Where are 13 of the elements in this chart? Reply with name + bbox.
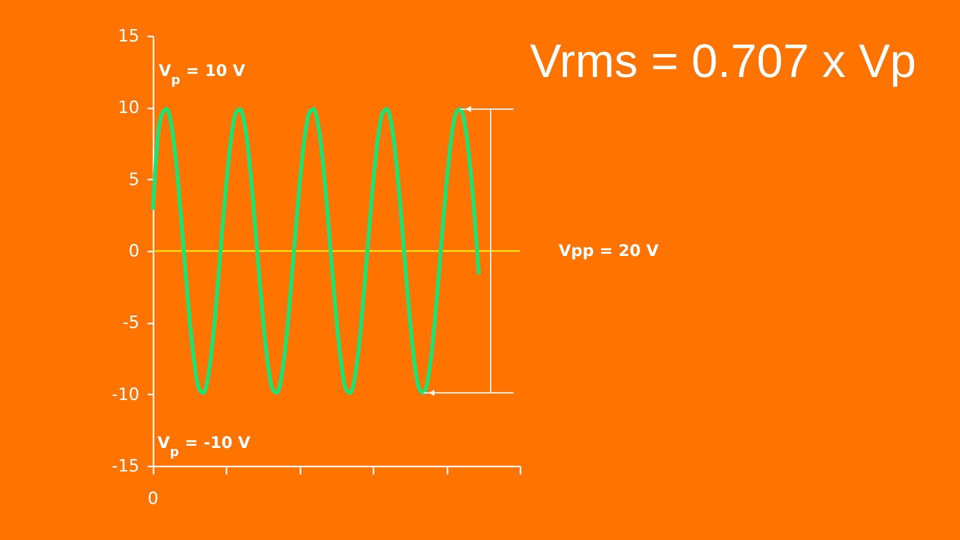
text: 0: [148, 489, 158, 509]
y-tick-label: 0: [128, 242, 140, 262]
y-tick-label: 5: [128, 170, 140, 190]
text: Vpp = 20 V: [558, 241, 660, 260]
annotation: V$_{p}$ = -10 V: [157, 432, 252, 460]
y-tick-label: -5: [122, 313, 140, 334]
y-tick-label: -10: [112, 384, 140, 405]
annotation: V$_{p}$ = 10 V: [158, 61, 246, 88]
y-tick-label: 10: [118, 98, 140, 118]
y-tick-label: -15: [112, 456, 140, 476]
text: Vrms = 0.707 x Vp: [530, 34, 916, 87]
line-series: [151, 107, 481, 395]
y-tick-label: 15: [118, 26, 140, 46]
